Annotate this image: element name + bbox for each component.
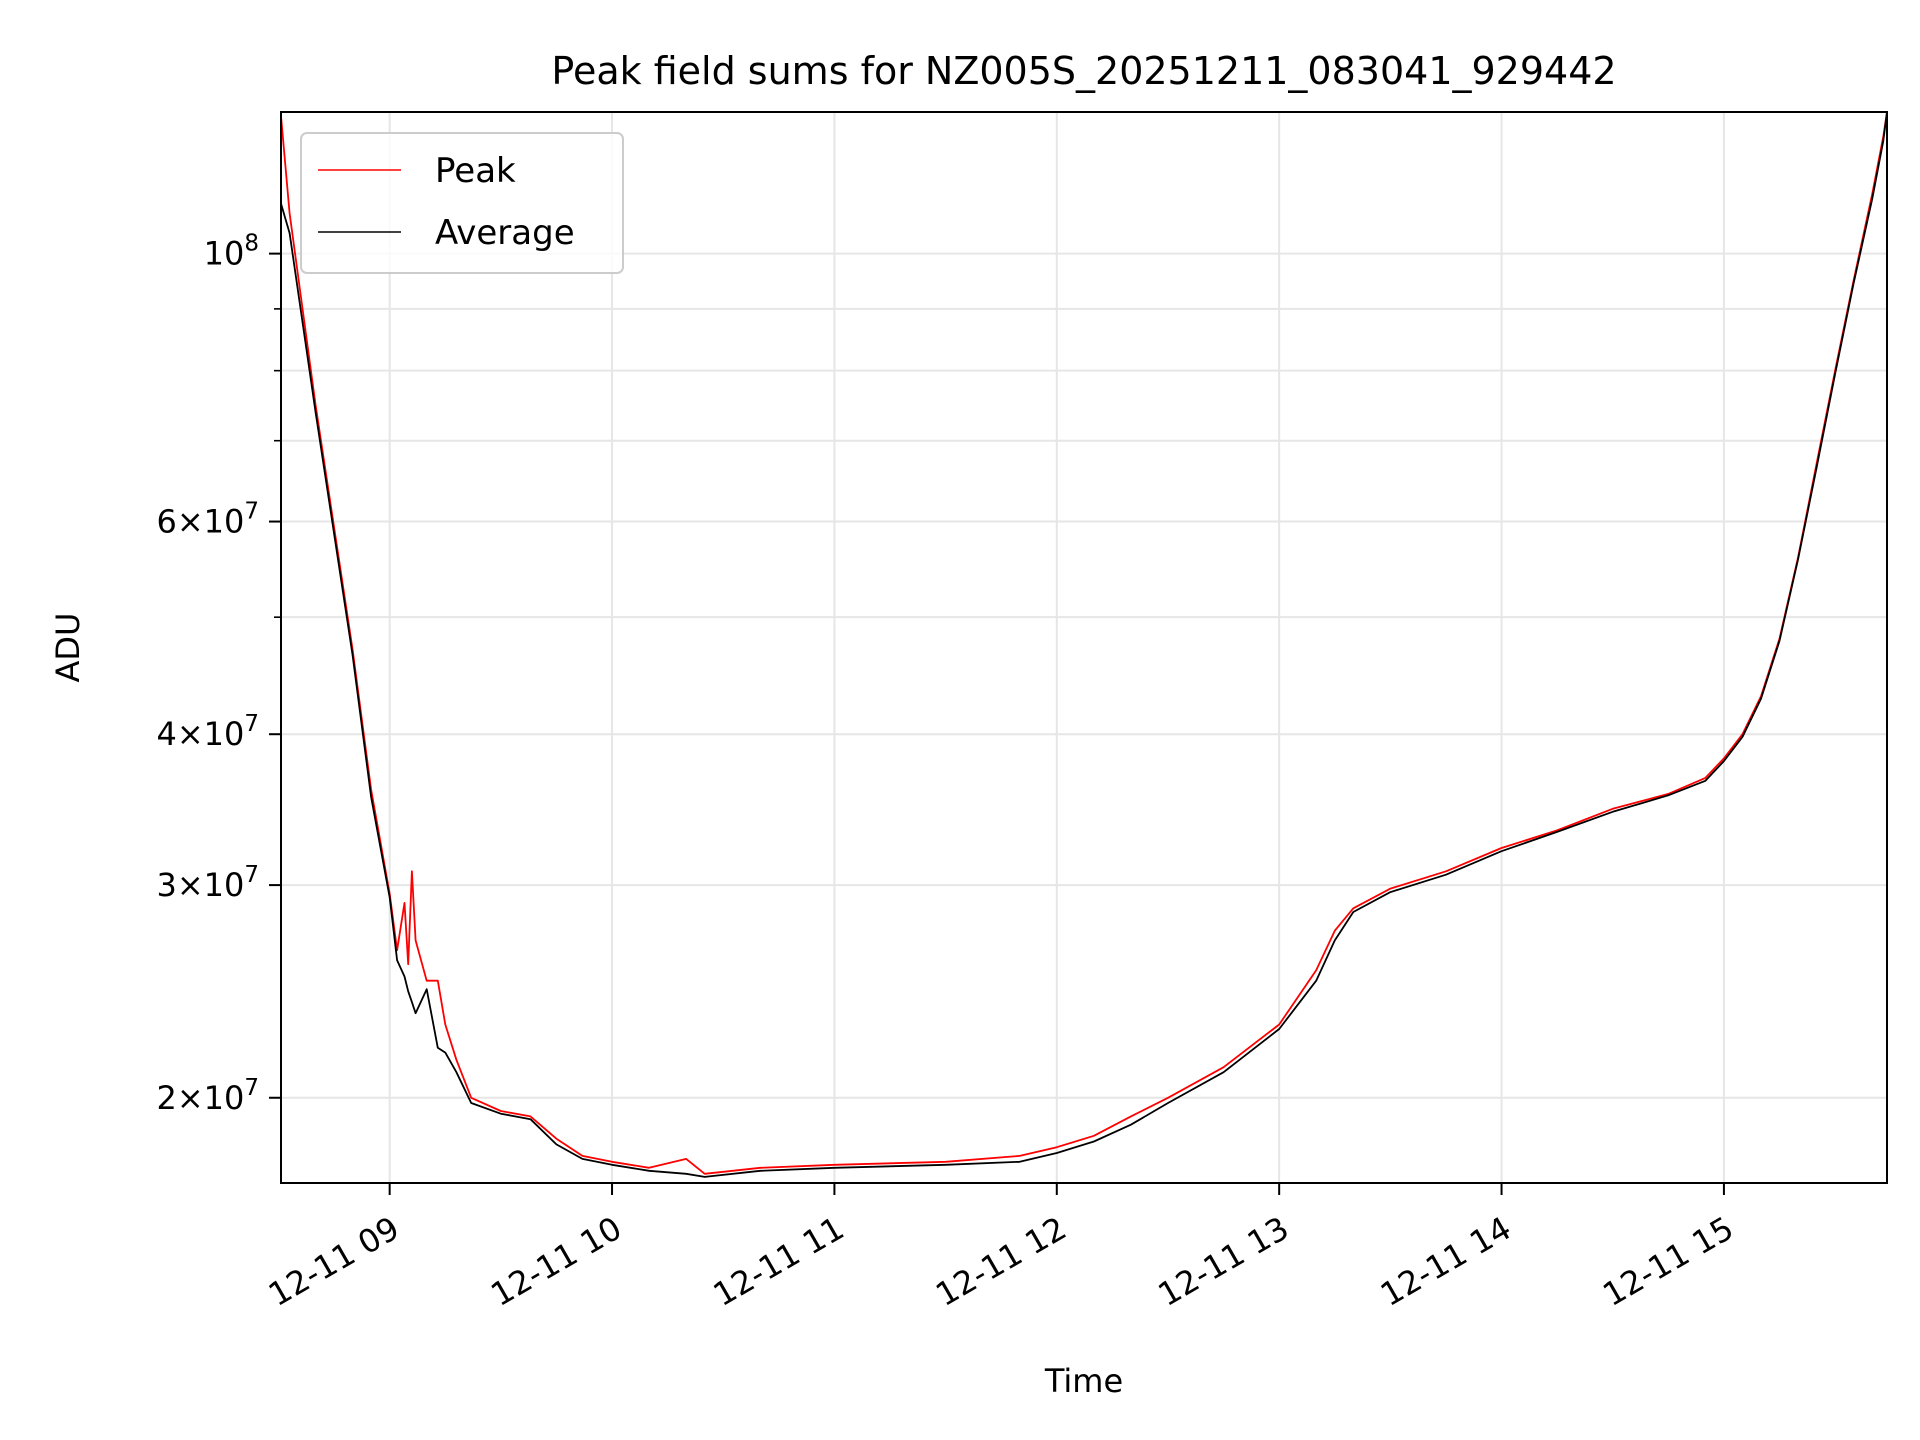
- chart-title: Peak field sums for NZ005S_20251211_0830…: [551, 49, 1616, 93]
- series-lines: [280, 111, 1888, 1178]
- series-line-average: [280, 111, 1888, 1178]
- y-tick-label: 3×107: [156, 862, 259, 904]
- grid: [281, 112, 1887, 1183]
- legend-average-label: Average: [435, 213, 575, 253]
- y-tick-label: 6×107: [156, 499, 259, 541]
- legend: Peak Average: [300, 132, 624, 274]
- x-axis-label: Time: [1044, 1362, 1123, 1400]
- y-axis-label: ADU: [49, 613, 87, 683]
- plot-frame: [280, 111, 1888, 1184]
- y-tick-label: 108: [204, 231, 259, 273]
- legend-box: [300, 132, 624, 274]
- legend-peak-label: Peak: [435, 151, 516, 191]
- series-line-peak: [280, 111, 1888, 1175]
- y-tick-label: 2×107: [156, 1075, 259, 1117]
- y-tick-label: 4×107: [156, 711, 259, 753]
